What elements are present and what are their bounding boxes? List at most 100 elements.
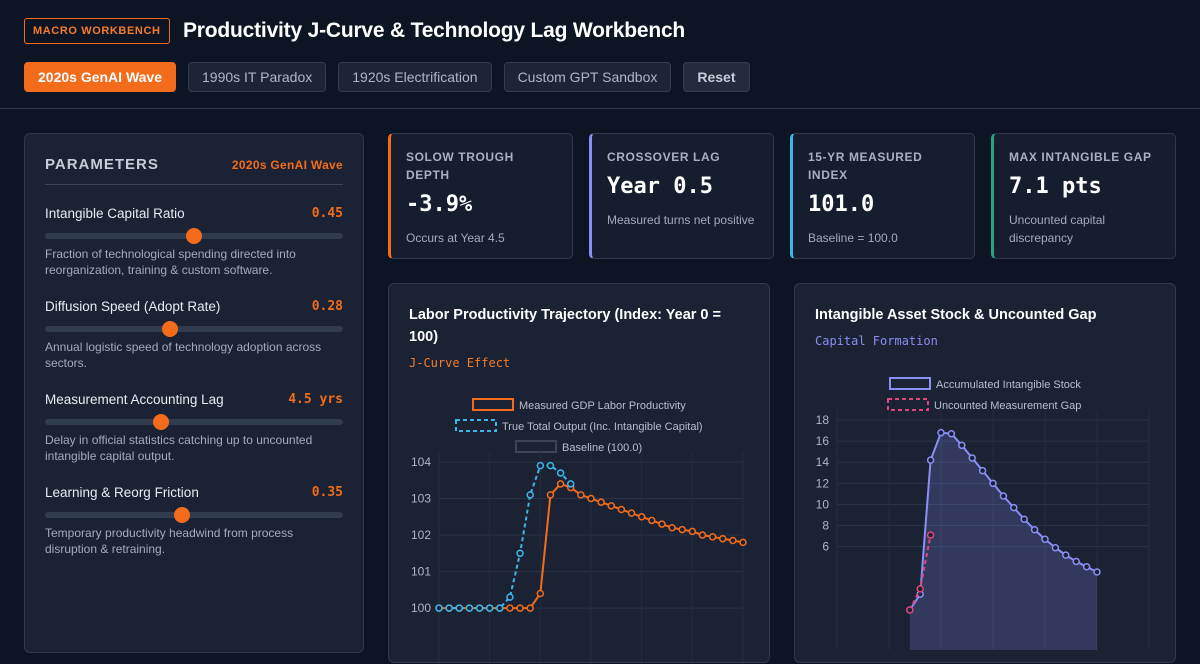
data-point bbox=[688, 527, 697, 536]
param-value: 0.28 bbox=[311, 299, 343, 314]
data-point bbox=[637, 513, 646, 521]
y-tick-label: 104 bbox=[411, 455, 431, 469]
param-description: Delay in official statistics catching up… bbox=[45, 433, 313, 463]
data-point bbox=[926, 531, 935, 539]
legend-swatch bbox=[472, 398, 514, 411]
data-point bbox=[718, 534, 727, 543]
param-diffusion-speed: Diffusion Speed (Adopt Rate) 0.28 Annual… bbox=[45, 299, 343, 371]
param-learning-friction: Learning & Reorg Friction 0.35 Temporary… bbox=[45, 485, 343, 557]
parameters-title: PARAMETERS bbox=[45, 156, 159, 173]
data-point bbox=[1082, 562, 1091, 571]
parameters-header: PARAMETERS 2020s GenAI Wave bbox=[45, 156, 343, 185]
y-tick-label: 12 bbox=[816, 476, 830, 490]
active-scenario-label: 2020s GenAI Wave bbox=[231, 157, 343, 172]
series-line bbox=[439, 464, 572, 610]
data-point bbox=[937, 428, 945, 437]
param-value: 4.5 yrs bbox=[288, 392, 343, 407]
param-value: 0.45 bbox=[311, 206, 343, 221]
y-tick-label: 100 bbox=[411, 601, 431, 615]
stat-label: 15-YR MEASURED INDEX bbox=[808, 150, 923, 182]
data-point bbox=[989, 479, 997, 488]
y-tick-label: 102 bbox=[411, 528, 431, 542]
tab-1990s-it-paradox[interactable]: 1990s IT Paradox bbox=[188, 62, 327, 92]
tab-1920s-electrification[interactable]: 1920s Electrification bbox=[338, 62, 492, 92]
data-point bbox=[475, 604, 484, 612]
reset-button[interactable]: Reset bbox=[683, 62, 750, 92]
brand-badge: MACRO WORKBENCH bbox=[24, 18, 170, 44]
data-point bbox=[587, 494, 595, 503]
stat-subtext: Baseline = 100.0 bbox=[808, 231, 898, 245]
learning-friction-slider[interactable] bbox=[45, 507, 343, 523]
param-label: Diffusion Speed (Adopt Rate) bbox=[45, 299, 221, 314]
data-point bbox=[1072, 557, 1080, 566]
diffusion-speed-slider[interactable] bbox=[45, 321, 343, 337]
y-tick-label: 8 bbox=[822, 519, 829, 533]
y-tick-label: 6 bbox=[822, 540, 829, 554]
y-tick-label: 16 bbox=[816, 434, 830, 448]
app-header: MACRO WORKBENCH Productivity J-Curve & T… bbox=[0, 0, 1200, 109]
chart-subtitle: Capital Formation bbox=[815, 334, 938, 348]
param-label: Measurement Accounting Lag bbox=[45, 392, 224, 407]
legend-swatch bbox=[887, 398, 929, 411]
data-point bbox=[926, 456, 935, 464]
data-point bbox=[1051, 543, 1060, 552]
tab-custom-gpt-sandbox[interactable]: Custom GPT Sandbox bbox=[503, 62, 672, 92]
productivity-chart: Measured GDP Labor Productivity True Tota… bbox=[411, 398, 747, 664]
tab-2020s-genai-wave[interactable]: 2020s GenAI Wave bbox=[24, 62, 176, 92]
data-point bbox=[1062, 551, 1070, 559]
stat-value: 7.1 pts bbox=[1009, 174, 1102, 199]
slider-thumb[interactable] bbox=[174, 507, 191, 523]
data-point bbox=[617, 505, 626, 514]
data-point bbox=[607, 502, 616, 510]
data-point bbox=[916, 585, 924, 593]
slider-thumb[interactable] bbox=[162, 321, 179, 337]
data-point bbox=[999, 492, 1008, 500]
intangible-capital-ratio-slider[interactable] bbox=[45, 228, 343, 244]
param-description: Temporary productivity headwind from pro… bbox=[45, 526, 294, 556]
y-tick-label: 18 bbox=[816, 413, 830, 427]
y-tick-label: 101 bbox=[411, 565, 431, 579]
chart-title: Labor Productivity Trajectory (Index: Ye… bbox=[409, 307, 721, 345]
chart-title: Intangible Asset Stock & Uncounted Gap bbox=[815, 307, 1097, 323]
legend-swatch bbox=[515, 440, 557, 453]
y-tick-label: 14 bbox=[816, 455, 830, 469]
data-point bbox=[496, 604, 504, 612]
intangible-chart-card: Intangible Asset Stock & Uncounted Gap C… bbox=[794, 283, 1176, 663]
data-point bbox=[546, 461, 555, 470]
stat-value: Year 0.5 bbox=[607, 174, 713, 199]
param-label: Intangible Capital Ratio bbox=[45, 206, 185, 221]
slider-thumb[interactable] bbox=[153, 414, 170, 430]
stat-card-measured-index: 15-YR MEASURED INDEX 101.0 Baseline = 10… bbox=[790, 133, 975, 259]
data-point bbox=[455, 604, 464, 612]
data-point bbox=[1010, 503, 1018, 512]
data-point bbox=[978, 466, 987, 475]
parameters-panel: PARAMETERS 2020s GenAI Wave Intangible C… bbox=[24, 133, 364, 653]
stat-label: MAX INTANGIBLE GAP bbox=[1009, 150, 1152, 164]
stat-label: SOLOW TROUGH DEPTH bbox=[406, 150, 514, 182]
data-point bbox=[445, 604, 453, 612]
y-tick-label: 10 bbox=[816, 497, 830, 511]
data-point bbox=[566, 480, 575, 488]
data-point bbox=[506, 593, 514, 601]
data-point bbox=[536, 589, 545, 598]
measurement-lag-slider[interactable] bbox=[45, 414, 343, 430]
data-point bbox=[506, 604, 514, 612]
data-point bbox=[648, 516, 656, 525]
data-point bbox=[947, 429, 956, 438]
legend-label: Accumulated Intangible Stock bbox=[936, 379, 1081, 391]
slider-thumb[interactable] bbox=[186, 228, 202, 244]
param-value: 0.35 bbox=[311, 485, 343, 500]
data-point bbox=[698, 531, 707, 539]
data-point bbox=[678, 525, 686, 534]
data-point bbox=[1093, 568, 1101, 576]
legend-swatch bbox=[889, 377, 931, 390]
data-point bbox=[577, 491, 585, 499]
data-point bbox=[708, 533, 717, 541]
stat-card-trough-depth: SOLOW TROUGH DEPTH -3.9% Occurs at Year … bbox=[388, 133, 573, 259]
param-description: Annual logistic speed of technology adop… bbox=[45, 340, 322, 370]
data-point bbox=[516, 549, 524, 558]
stat-value: -3.9% bbox=[406, 192, 473, 217]
data-point bbox=[1020, 515, 1028, 523]
data-point bbox=[968, 454, 976, 462]
data-point bbox=[485, 604, 494, 612]
